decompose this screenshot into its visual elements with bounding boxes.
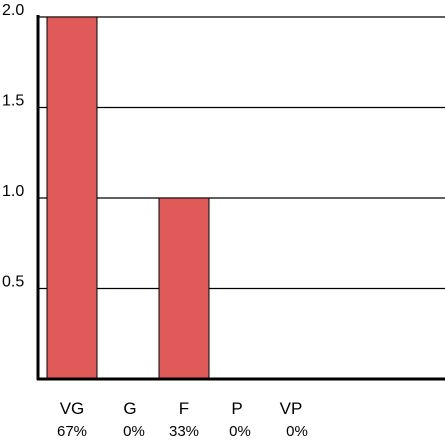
bar-f [158, 197, 210, 380]
x-category-label-vp: VP [280, 399, 303, 418]
x-category-label-p: P [231, 399, 242, 418]
x-category-label-vg: VG [60, 399, 85, 418]
x-percent-label-p: 0% [229, 423, 251, 440]
x-percent-label-f: 33% [169, 423, 199, 440]
y-tick-label-1: 1.0 [2, 183, 24, 200]
axes [36, 15, 445, 381]
x-percent-label-vg: 67% [57, 423, 87, 440]
y-tick-labels: 0.5 1.0 1.5 2.0 [2, 2, 24, 291]
y-tick-label-3: 2.0 [2, 2, 24, 19]
x-percent-label-g: 0% [123, 423, 145, 440]
bar-vg [46, 16, 98, 380]
y-tick-label-2: 1.5 [2, 93, 24, 110]
gridlines [38, 16, 445, 290]
y-tick-label-0: 0.5 [2, 274, 24, 291]
x-category-label-f: F [179, 399, 189, 418]
x-percent-label-vp: 0% [286, 423, 308, 440]
x-category-label-g: G [123, 399, 136, 418]
x-percent-labels: 67% 0% 33% 0% 0% [57, 423, 308, 440]
x-category-labels: VG G F P VP [60, 399, 303, 418]
